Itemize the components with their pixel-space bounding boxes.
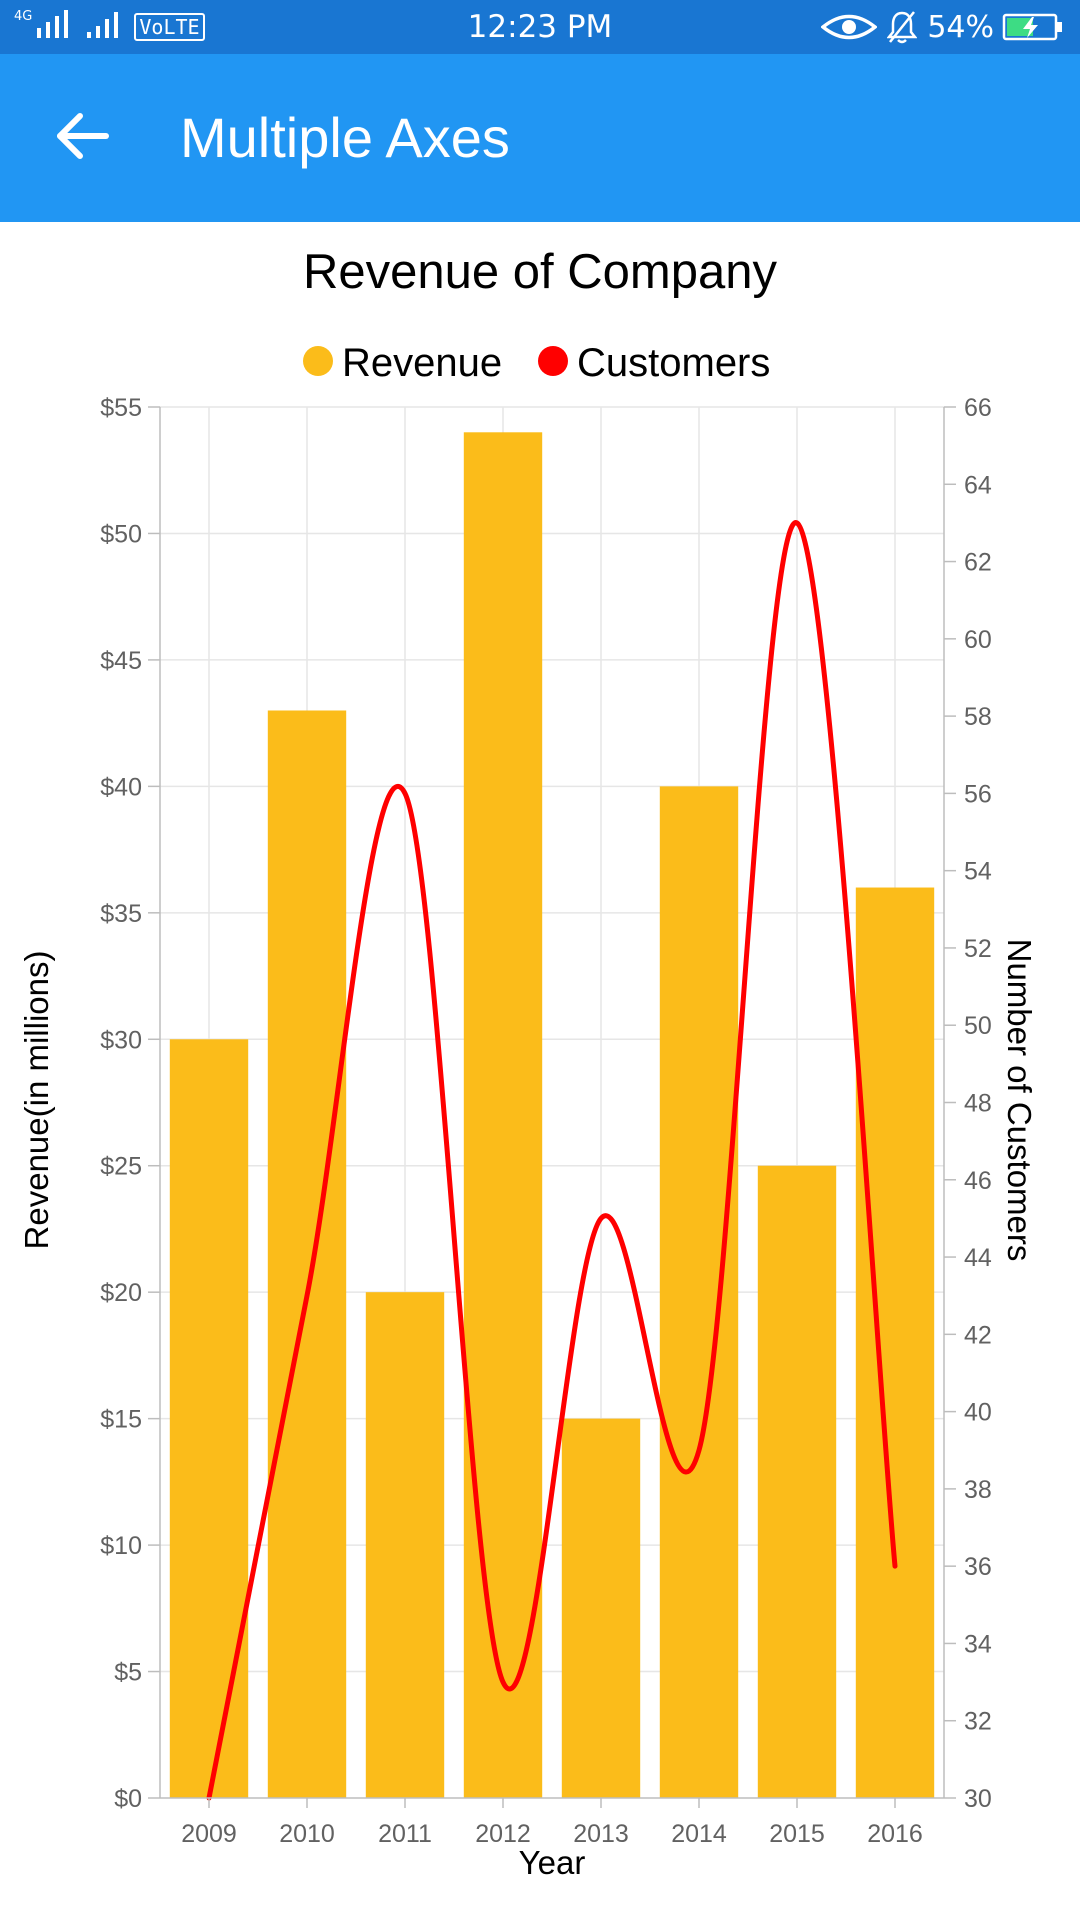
bar-revenue-2012: [463, 432, 543, 1798]
chart: Revenue of Company Revenue Customers $0$…: [18, 245, 1038, 1881]
secondary-axis-tick-label: 50: [964, 1012, 992, 1040]
secondary-axis-tick-label: 64: [964, 471, 992, 499]
bar-revenue-2009: [169, 1039, 249, 1798]
x-axis-tick-label: 2014: [671, 1820, 727, 1848]
chart-axes: [148, 406, 956, 1808]
x-axis-tick-label: 2015: [769, 1820, 825, 1848]
network-type: 4G: [14, 9, 33, 24]
secondary-axis-tick-label: 54: [964, 858, 992, 886]
volte-badge: VoLTE: [134, 13, 205, 41]
primary-axis-tick-label: $15: [100, 1406, 142, 1434]
primary-axis-tick-label: $25: [100, 1153, 142, 1181]
status-right: 54%: [821, 8, 1064, 46]
x-axis-tick-label: 2011: [378, 1820, 432, 1848]
status-bar: 4G VoLTE 12:23 PM: [0, 0, 1080, 54]
bar-revenue-2016: [855, 887, 935, 1798]
primary-axis-tick-label: $35: [100, 900, 142, 928]
x-axis-tick-label: 2009: [181, 1820, 237, 1848]
secondary-axis-tick-label: 38: [964, 1476, 992, 1504]
secondary-axis-tick-label: 58: [964, 703, 992, 731]
primary-axis-tick-label: $30: [100, 1026, 142, 1054]
battery-charging-icon: [1002, 12, 1064, 42]
bar-revenue-2013: [561, 1418, 641, 1798]
secondary-axis-tick-labels: 30 32 34 36 38 40 42 44 46 48 50 52 54 56 58 60 62 64 66: [964, 394, 992, 1813]
bar-revenue-2010: [267, 710, 347, 1798]
status-left: 4G VoLTE: [14, 10, 205, 44]
secondary-axis-tick-label: 62: [964, 549, 992, 577]
primary-axis-title: Revenue(in millions): [18, 951, 55, 1250]
primary-axis-tick-label: $5: [114, 1659, 142, 1687]
primary-axis-tick-label: $50: [100, 520, 142, 548]
app-bar: Multiple Axes: [0, 54, 1080, 222]
x-axis-title: Year: [519, 1844, 586, 1881]
eye-icon: [821, 12, 878, 42]
x-axis-tick-label: 2010: [279, 1820, 335, 1848]
arrow-left-icon: [54, 111, 110, 165]
revenue-bars: [169, 432, 935, 1798]
secondary-axis-tick-label: 66: [964, 394, 992, 422]
secondary-axis-tick-label: 48: [964, 1090, 992, 1118]
line-customers: [206, 520, 898, 1801]
secondary-axis-tick-label: 60: [964, 626, 992, 654]
secondary-axis-tick-label: 56: [964, 780, 992, 808]
secondary-axis-tick-label: 30: [964, 1785, 992, 1813]
legend-marker-revenue: [303, 346, 333, 376]
legend-marker-customers: [538, 346, 568, 376]
bar-revenue-2015: [757, 1165, 837, 1798]
primary-axis-tick-label: $20: [100, 1279, 142, 1307]
secondary-axis-tick-label: 42: [964, 1321, 992, 1349]
primary-axis-tick-label: $55: [100, 394, 142, 422]
bar-revenue-2011: [365, 1292, 445, 1798]
secondary-axis-title: Number of Customers: [1001, 939, 1038, 1262]
secondary-axis-tick-label: 52: [964, 935, 992, 963]
x-axis-tick-labels: 2009 2010 2011 2012 2013 2014 2015 2016: [181, 1820, 923, 1848]
legend: Revenue Customers: [303, 341, 770, 385]
page-title: Multiple Axes: [180, 106, 510, 169]
primary-axis-tick-label: $0: [114, 1785, 142, 1813]
customers-line-series: [206, 520, 898, 1801]
primary-axis-tick-label: $40: [100, 773, 142, 801]
legend-item-revenue[interactable]: Revenue: [303, 341, 502, 385]
signal-icon: [36, 10, 74, 44]
secondary-axis-tick-label: 40: [964, 1399, 992, 1427]
bell-off-icon: [887, 10, 918, 44]
legend-label-customers: Customers: [577, 341, 770, 385]
signal-icon: [86, 10, 124, 44]
legend-label-revenue: Revenue: [342, 341, 502, 385]
bar-revenue-2014: [659, 786, 739, 1798]
secondary-axis-tick-label: 36: [964, 1553, 992, 1581]
primary-axis-tick-label: $45: [100, 647, 142, 675]
x-axis-tick-label: 2013: [573, 1820, 629, 1848]
back-button[interactable]: [40, 96, 124, 180]
secondary-axis-tick-label: 46: [964, 1167, 992, 1195]
legend-item-customers[interactable]: Customers: [538, 341, 770, 385]
chart-title: Revenue of Company: [303, 245, 777, 299]
secondary-axis-tick-label: 32: [964, 1708, 992, 1736]
battery-percentage: 54%: [927, 9, 994, 45]
primary-axis-tick-label: $10: [100, 1532, 142, 1560]
x-axis-tick-label: 2016: [867, 1820, 923, 1848]
x-axis-tick-label: 2012: [475, 1820, 531, 1848]
status-time: 12:23 PM: [467, 9, 613, 45]
secondary-axis-tick-label: 34: [964, 1630, 992, 1658]
primary-axis-tick-labels: $0 $5 $10 $15 $20 $25 $30 $35 $40 $45 $50 $55: [100, 394, 142, 1813]
secondary-axis-tick-label: 44: [964, 1244, 992, 1272]
